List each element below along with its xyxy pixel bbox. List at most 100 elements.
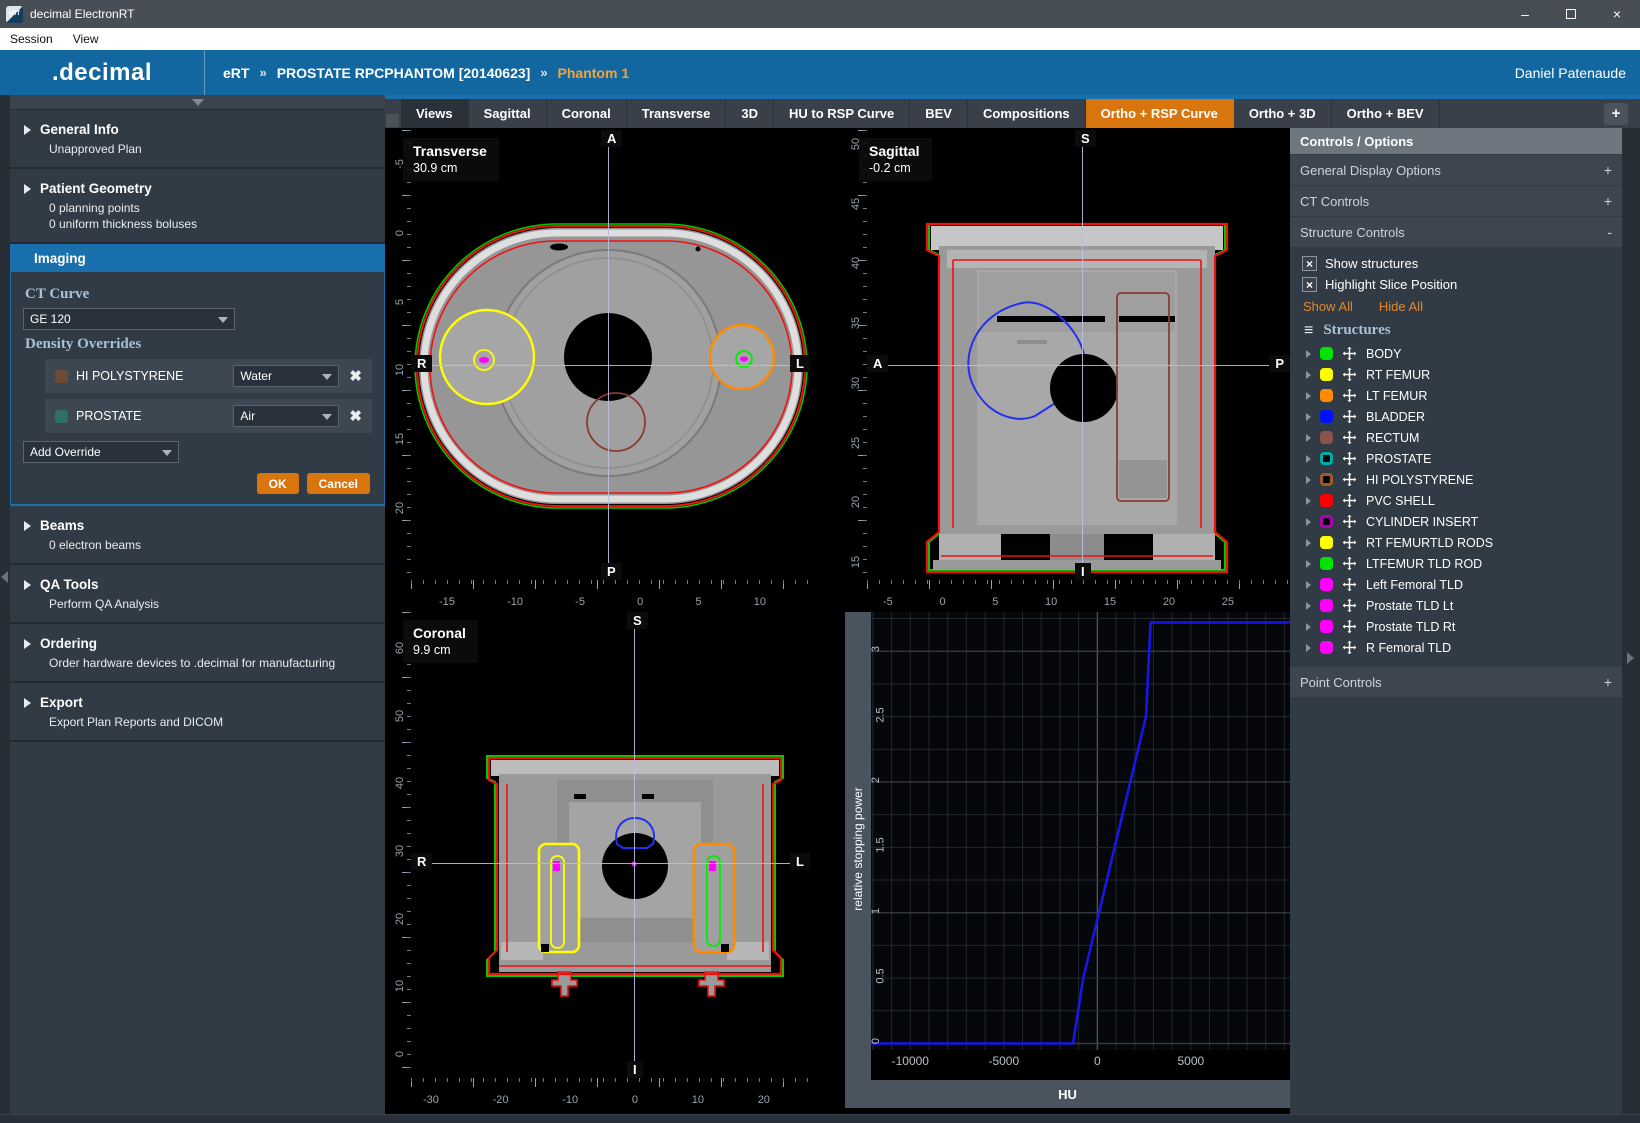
structure-row[interactable]: R Femoral TLD xyxy=(1298,637,1614,658)
move-icon[interactable] xyxy=(1342,577,1357,592)
tab-ortho-rsp-curve[interactable]: Ortho + RSP Curve xyxy=(1085,99,1234,128)
expander-icon[interactable] xyxy=(1306,580,1311,589)
add-override-select[interactable]: Add Override xyxy=(23,441,179,463)
hide-all-link[interactable]: Hide All xyxy=(1378,299,1423,314)
move-icon[interactable] xyxy=(1342,619,1357,634)
sagittal-ct-image[interactable]: S I A P xyxy=(867,130,1290,580)
collapse-panel-icon[interactable] xyxy=(1627,652,1634,664)
expander-icon[interactable] xyxy=(1306,433,1311,442)
tab-ortho-3d[interactable]: Ortho + 3D xyxy=(1234,99,1332,128)
expander-icon[interactable] xyxy=(1306,496,1311,505)
structure-color-swatch[interactable] xyxy=(1320,599,1333,612)
remove-override-button[interactable]: ✖ xyxy=(349,367,362,385)
accordion-structure-controls[interactable]: Structure Controls - xyxy=(1290,217,1622,247)
coronal-view[interactable]: 60 50 40 30 20 10 0 -30 -20 -10 0 10 20 xyxy=(389,612,810,1108)
structure-color-swatch[interactable] xyxy=(1320,494,1333,507)
collapse-icon[interactable]: - xyxy=(1607,224,1612,240)
override-material-select[interactable]: Air xyxy=(233,405,340,427)
structure-color-swatch[interactable] xyxy=(1320,410,1333,423)
coronal-ct-image[interactable]: S I R L xyxy=(411,612,810,1078)
section-patient-geometry[interactable]: Patient Geometry 0 planning points 0 uni… xyxy=(10,169,385,244)
move-icon[interactable] xyxy=(1342,451,1357,466)
structure-color-swatch[interactable] xyxy=(1320,368,1333,381)
chart-plot-area[interactable]: 0 0.5 1 1.5 2 2.5 3 xyxy=(870,612,1290,1050)
move-icon[interactable] xyxy=(1342,556,1357,571)
expand-icon[interactable]: + xyxy=(1603,162,1612,178)
expand-icon[interactable]: + xyxy=(1603,674,1612,690)
collapse-sidebar-icon[interactable] xyxy=(1,571,8,583)
expand-icon[interactable]: + xyxy=(1603,193,1612,209)
expander-icon[interactable] xyxy=(24,183,31,194)
add-view-tab-button[interactable]: + xyxy=(1604,102,1628,125)
ct-curve-select[interactable]: GE 120 xyxy=(23,308,235,330)
structure-row[interactable]: CYLINDER INSERT xyxy=(1298,511,1614,532)
hu-rsp-chart[interactable]: relative stopping power 0 0.5 1 1.5 2 2.5 3 -1… xyxy=(845,612,1290,1108)
override-material-select[interactable]: Water xyxy=(233,365,340,387)
sidebar-collapse-rail[interactable] xyxy=(0,95,10,1115)
structure-color-swatch[interactable] xyxy=(1320,347,1333,360)
section-ordering[interactable]: Ordering Order hardware devices to .deci… xyxy=(10,624,385,683)
structure-color-swatch[interactable] xyxy=(1320,578,1333,591)
breadcrumb-app[interactable]: eRT xyxy=(223,64,250,81)
structure-row[interactable]: HI POLYSTYRENE xyxy=(1298,469,1614,490)
expander-icon[interactable] xyxy=(1306,475,1311,484)
move-icon[interactable] xyxy=(1342,346,1357,361)
section-qa-tools[interactable]: QA Tools Perform QA Analysis xyxy=(10,565,385,624)
expander-icon[interactable] xyxy=(1306,538,1311,547)
tab-3d[interactable]: 3D xyxy=(726,99,775,128)
structure-row[interactable]: RT FEMUR xyxy=(1298,364,1614,385)
expander-icon[interactable] xyxy=(24,638,31,649)
show-all-link[interactable]: Show All xyxy=(1303,299,1353,314)
structure-row[interactable]: Prostate TLD Rt xyxy=(1298,616,1614,637)
breadcrumb-patient[interactable]: PROSTATE RPCPHANTOM [20140623] xyxy=(276,64,531,81)
tab-ortho-bev[interactable]: Ortho + BEV xyxy=(1332,99,1440,128)
maximize-button[interactable] xyxy=(1548,0,1594,28)
expander-icon[interactable] xyxy=(24,579,31,590)
expander-icon[interactable] xyxy=(1306,412,1311,421)
expander-icon[interactable] xyxy=(1306,643,1311,652)
cancel-button[interactable]: Cancel xyxy=(306,473,370,494)
remove-override-button[interactable]: ✖ xyxy=(349,407,362,425)
expander-icon[interactable] xyxy=(1306,370,1311,379)
expander-icon[interactable] xyxy=(1306,601,1311,610)
move-icon[interactable] xyxy=(1342,493,1357,508)
section-export[interactable]: Export Export Plan Reports and DICOM xyxy=(10,683,385,742)
structure-color-swatch[interactable] xyxy=(1320,452,1333,465)
move-icon[interactable] xyxy=(1342,640,1357,655)
structure-row[interactable]: Prostate TLD Lt xyxy=(1298,595,1614,616)
tab-transverse[interactable]: Transverse xyxy=(627,99,727,128)
transverse-view[interactable]: -5 0 5 10 15 20 -15 -10 -5 0 5 10 xyxy=(389,130,810,610)
structure-row[interactable]: PROSTATE xyxy=(1298,448,1614,469)
expander-icon[interactable] xyxy=(24,124,31,135)
expander-icon[interactable] xyxy=(1306,349,1311,358)
sidebar-scroll-up[interactable] xyxy=(10,95,385,110)
structure-color-swatch[interactable] xyxy=(1320,641,1333,654)
expander-icon[interactable] xyxy=(1306,622,1311,631)
close-button[interactable]: × xyxy=(1612,6,1622,22)
structure-row[interactable]: RT FEMURTLD RODS xyxy=(1298,532,1614,553)
expander-icon[interactable] xyxy=(24,697,31,708)
move-icon[interactable] xyxy=(1342,472,1357,487)
structure-color-swatch[interactable] xyxy=(1320,431,1333,444)
tab-bar-handle[interactable] xyxy=(386,114,399,127)
list-menu-icon[interactable]: ≡ xyxy=(1304,321,1314,339)
structure-row[interactable]: RECTUM xyxy=(1298,427,1614,448)
structure-row[interactable]: BLADDER xyxy=(1298,406,1614,427)
move-icon[interactable] xyxy=(1342,388,1357,403)
ok-button[interactable]: OK xyxy=(256,473,299,494)
structure-color-swatch[interactable] xyxy=(1320,473,1333,486)
expander-icon[interactable] xyxy=(1306,559,1311,568)
tab-views[interactable]: Views xyxy=(401,99,469,128)
move-icon[interactable] xyxy=(1342,367,1357,382)
structure-row[interactable]: LT FEMUR xyxy=(1298,385,1614,406)
expander-icon[interactable] xyxy=(1306,454,1311,463)
transverse-ct-image[interactable]: A P R L xyxy=(411,130,810,580)
accordion-general-display-options[interactable]: General Display Options + xyxy=(1290,155,1622,185)
expander-icon[interactable] xyxy=(1306,517,1311,526)
accordion-point-controls[interactable]: Point Controls + xyxy=(1290,667,1622,697)
move-icon[interactable] xyxy=(1342,409,1357,424)
menu-session[interactable]: Session xyxy=(10,32,53,46)
structure-color-swatch[interactable] xyxy=(1320,620,1333,633)
expander-icon[interactable] xyxy=(24,520,31,531)
structure-color-swatch[interactable] xyxy=(1320,557,1333,570)
